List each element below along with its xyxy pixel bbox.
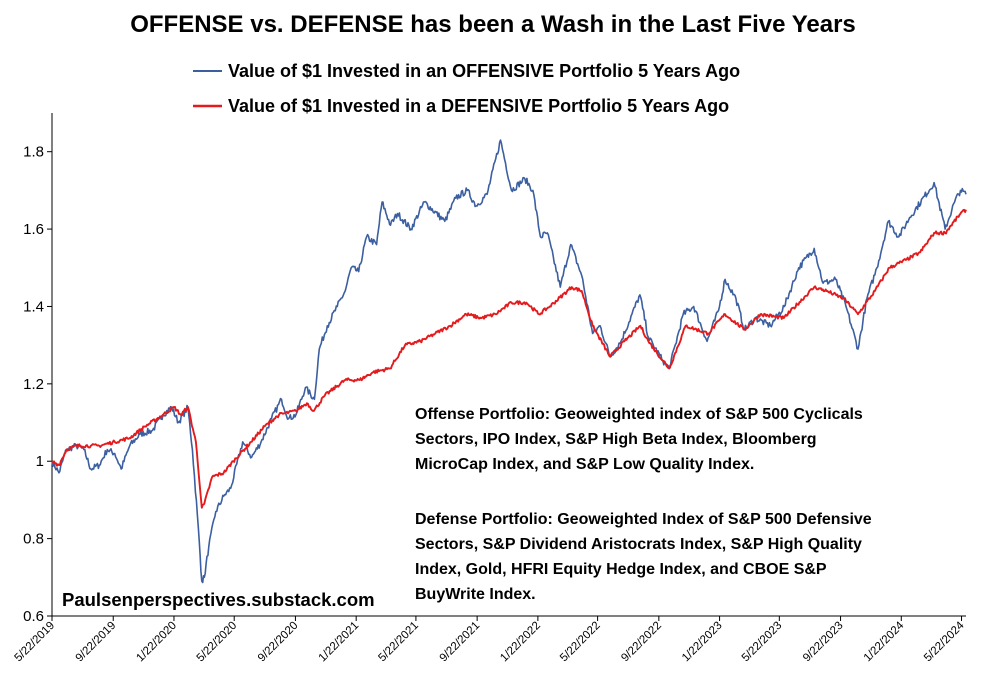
offense-note-line: Offense Portfolio: Geoweighted index of … bbox=[415, 406, 863, 423]
x-tick-label: 1/22/2023 bbox=[680, 620, 725, 665]
defense-note-line: BuyWrite Index. bbox=[415, 586, 536, 603]
offense-note-line: MicroCap Index, and S&P Low Quality Inde… bbox=[415, 456, 754, 473]
x-axis: 5/22/2019 9/22/2019 1/22/2020 5/22/2020 9/22… bbox=[12, 615, 967, 665]
x-tick-label: 5/22/2022 bbox=[558, 620, 603, 665]
y-tick-label: 1.6 bbox=[23, 221, 44, 238]
x-tick-label: 9/22/2022 bbox=[619, 620, 664, 665]
x-tick-label: 1/22/2024 bbox=[862, 619, 907, 664]
x-tick-label: 9/22/2021 bbox=[438, 620, 483, 665]
chart-title: OFFENSE vs. DEFENSE has been a Wash in t… bbox=[130, 11, 856, 38]
defense-note-line: Index, Gold, HFRI Equity Hedge Index, an… bbox=[415, 561, 827, 578]
y-tick-label: 1.8 bbox=[23, 144, 44, 161]
y-tick-label: 1 bbox=[36, 453, 44, 470]
x-tick-label: 5/22/2023 bbox=[740, 620, 785, 665]
defense-note: Defense Portfolio: Geoweighted Index of … bbox=[415, 511, 872, 603]
x-tick-label: 1/22/2022 bbox=[498, 620, 543, 665]
x-tick-label: 1/22/2021 bbox=[317, 620, 362, 665]
x-tick-label: 1/22/2020 bbox=[134, 620, 179, 665]
legend-label-defense: Value of $1 Invested in a DEFENSIVE Port… bbox=[228, 96, 729, 116]
y-tick-label: 0.8 bbox=[23, 531, 44, 548]
legend-label-offense: Value of $1 Invested in an OFFENSIVE Por… bbox=[228, 61, 740, 81]
defense-note-line: Sectors, S&P Dividend Aristocrats Index,… bbox=[415, 536, 862, 553]
x-tick-label: 9/22/2023 bbox=[801, 620, 846, 665]
watermark: Paulsenperspectives.substack.com bbox=[62, 589, 375, 610]
y-tick-label: 1.2 bbox=[23, 376, 44, 393]
offense-note-line: Sectors, IPO Index, S&P High Beta Index,… bbox=[415, 431, 817, 448]
series-line-defense bbox=[51, 208, 967, 509]
offense-note: Offense Portfolio: Geoweighted index of … bbox=[415, 406, 863, 473]
legend: Value of $1 Invested in an OFFENSIVE Por… bbox=[193, 61, 740, 116]
x-tick-label: 5/22/2019 bbox=[12, 620, 57, 665]
y-tick-label: 1.4 bbox=[23, 298, 44, 315]
x-tick-label: 5/22/2021 bbox=[376, 620, 421, 665]
defense-note-line: Defense Portfolio: Geoweighted Index of … bbox=[415, 511, 872, 528]
y-tick-label: 0.6 bbox=[23, 608, 44, 625]
x-tick-label: 5/22/2024 bbox=[922, 619, 967, 664]
x-tick-label: 9/22/2020 bbox=[256, 620, 301, 665]
x-tick-label: 9/22/2019 bbox=[74, 620, 119, 665]
series-line-offense bbox=[51, 139, 967, 584]
y-axis: 0.6 0.8 1 1.2 1.4 1.6 1.8 bbox=[23, 113, 53, 625]
series-layer bbox=[51, 139, 967, 584]
x-tick-label: 5/22/2020 bbox=[195, 620, 240, 665]
